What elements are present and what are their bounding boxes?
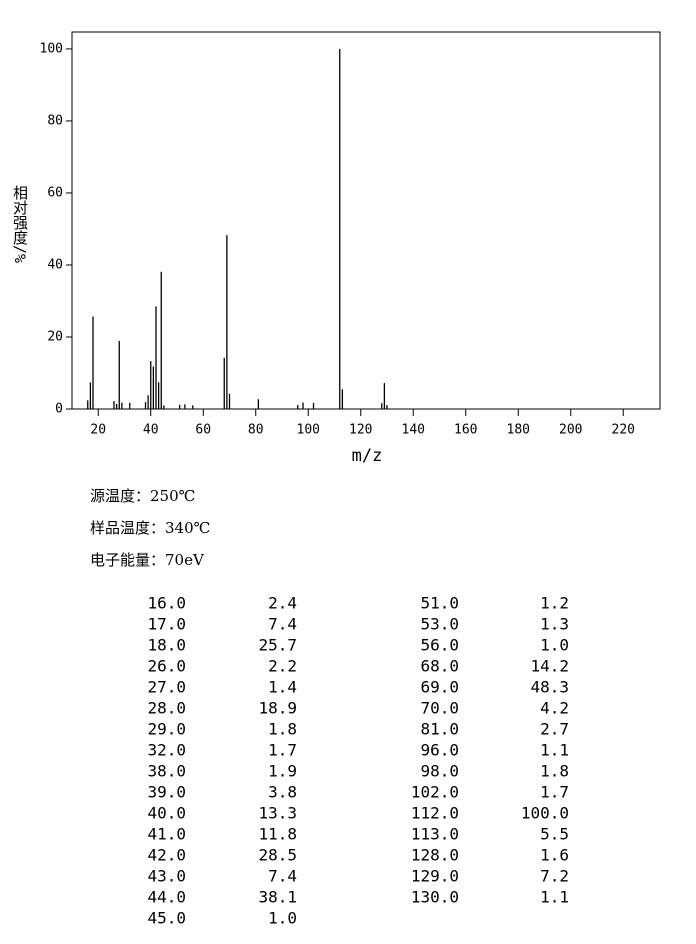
mz-cell: 39.0	[147, 783, 186, 802]
intensity-cell: 7.4	[268, 867, 297, 886]
mz-cell: 53.0	[420, 615, 459, 634]
y-tick-label: 40	[47, 257, 63, 272]
x-tick-label: 200	[559, 423, 582, 438]
mz-cell: 26.0	[147, 657, 186, 676]
y-tick-label: 60	[47, 185, 63, 200]
mz-cell: 41.0	[147, 825, 186, 844]
intensity-cell: 1.2	[540, 594, 569, 613]
y-axis-label: 相对强度/%	[11, 185, 29, 263]
intensity-cell: 3.8	[268, 783, 297, 802]
intensity-cell: 1.0	[540, 636, 569, 655]
intensity-cell: 1.7	[268, 741, 297, 760]
mz-cell: 69.0	[420, 678, 459, 697]
intensity-cell: 1.1	[540, 888, 569, 907]
mz-cell: 44.0	[147, 888, 186, 907]
intensity-cell: 4.2	[540, 699, 569, 718]
mz-cell: 40.0	[147, 804, 186, 823]
intensity-cell: 48.3	[530, 678, 569, 697]
mz-cell: 45.0	[147, 909, 186, 928]
intensity-cell: 2.2	[268, 657, 297, 676]
mz-cell: 112.0	[411, 804, 459, 823]
x-tick-label: 60	[195, 423, 211, 438]
mz-cell: 42.0	[147, 846, 186, 865]
mz-cell: 38.0	[147, 762, 186, 781]
mz-cell: 27.0	[147, 678, 186, 697]
plot-frame	[71, 31, 661, 410]
y-tick-label: 80	[47, 113, 63, 128]
intensity-cell: 7.2	[540, 867, 569, 886]
mz-cell: 98.0	[420, 762, 459, 781]
mz-cell: 70.0	[420, 699, 459, 718]
intensity-cell: 1.9	[268, 762, 297, 781]
x-tick-label: 80	[248, 423, 264, 438]
x-axis-label: m/z	[352, 446, 383, 466]
x-tick-label: 220	[612, 423, 635, 438]
mz-cell: 130.0	[411, 888, 459, 907]
info-line: 电子能量：70eV	[90, 551, 205, 569]
y-tick-label: 100	[40, 41, 63, 56]
x-tick-label: 140	[402, 423, 425, 438]
intensity-cell: 1.4	[268, 678, 297, 697]
intensity-cell: 5.5	[540, 825, 569, 844]
mz-cell: 43.0	[147, 867, 186, 886]
intensity-cell: 25.7	[258, 636, 297, 655]
intensity-cell: 1.7	[540, 783, 569, 802]
intensity-cell: 18.9	[258, 699, 297, 718]
x-tick-label: 160	[454, 423, 477, 438]
x-tick-label: 100	[297, 423, 320, 438]
intensity-cell: 100.0	[521, 804, 569, 823]
mz-cell: 128.0	[411, 846, 459, 865]
x-tick-label: 40	[143, 423, 159, 438]
intensity-cell: 38.1	[258, 888, 297, 907]
mz-cell: 17.0	[147, 615, 186, 634]
y-tick-label: 20	[47, 329, 63, 344]
intensity-cell: 11.8	[258, 825, 297, 844]
intensity-cell: 7.4	[268, 615, 297, 634]
mz-cell: 102.0	[411, 783, 459, 802]
intensity-cell: 2.7	[540, 720, 569, 739]
intensity-cell: 1.8	[268, 720, 297, 739]
mz-cell: 18.0	[147, 636, 186, 655]
mz-cell: 56.0	[420, 636, 459, 655]
intensity-cell: 2.4	[268, 594, 297, 613]
mz-cell: 113.0	[411, 825, 459, 844]
mz-cell: 28.0	[147, 699, 186, 718]
y-tick-label: 0	[55, 402, 63, 417]
intensity-cell: 1.0	[268, 909, 297, 928]
intensity-cell: 1.8	[540, 762, 569, 781]
intensity-cell: 1.6	[540, 846, 569, 865]
intensity-cell: 13.3	[258, 804, 297, 823]
mz-cell: 51.0	[420, 594, 459, 613]
intensity-cell: 1.3	[540, 615, 569, 634]
x-tick-label: 20	[90, 423, 106, 438]
mz-cell: 81.0	[420, 720, 459, 739]
mz-cell: 96.0	[420, 741, 459, 760]
mz-cell: 68.0	[420, 657, 459, 676]
mz-cell: 32.0	[147, 741, 186, 760]
x-tick-label: 180	[507, 423, 530, 438]
intensity-cell: 28.5	[258, 846, 297, 865]
x-tick-label: 120	[349, 423, 372, 438]
mz-cell: 29.0	[147, 720, 186, 739]
info-line: 源温度：250℃	[90, 487, 195, 505]
info-line: 样品温度：340℃	[90, 519, 210, 537]
intensity-cell: 1.1	[540, 741, 569, 760]
intensity-cell: 14.2	[530, 657, 569, 676]
mz-cell: 129.0	[411, 867, 459, 886]
mz-cell: 16.0	[147, 594, 186, 613]
